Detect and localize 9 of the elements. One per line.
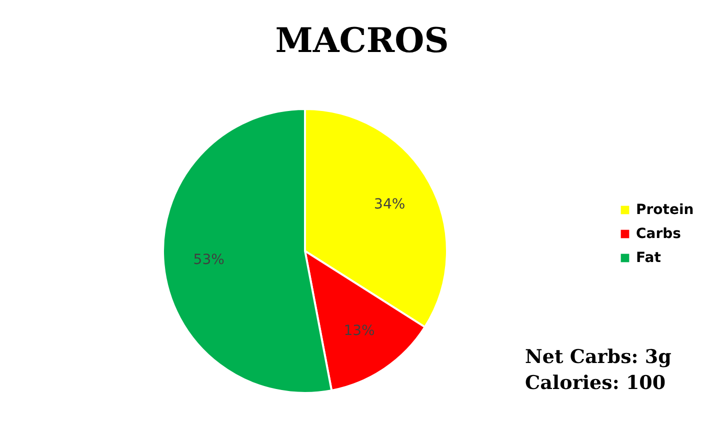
legend-label: Fat bbox=[636, 250, 662, 266]
text: Net Carbs: 3g bbox=[525, 346, 672, 368]
text: Calories: 100 bbox=[525, 372, 666, 394]
data-label: 53% bbox=[193, 252, 224, 268]
legend-label: Protein bbox=[636, 202, 694, 218]
data-label: 34% bbox=[374, 196, 406, 212]
legend-label: Carbs bbox=[636, 226, 681, 242]
chart-title: MACROS bbox=[275, 21, 449, 61]
data-label: 13% bbox=[344, 322, 375, 339]
